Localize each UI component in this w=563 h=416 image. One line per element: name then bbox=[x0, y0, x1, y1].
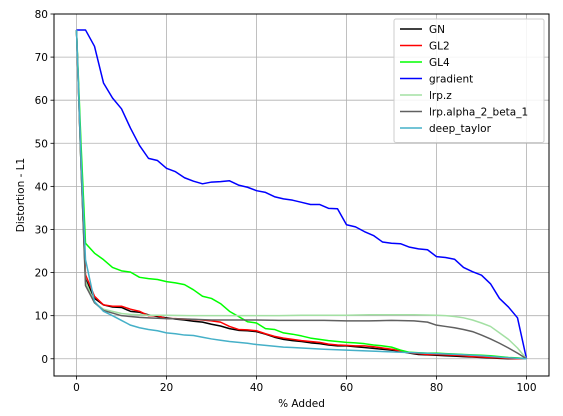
legend-label: GL2 bbox=[429, 41, 450, 53]
x-tick-label: 20 bbox=[160, 382, 173, 394]
legend-label: lrp.alpha_2_beta_1 bbox=[429, 107, 528, 119]
legend-label: GL4 bbox=[429, 57, 450, 69]
x-tick-label: 0 bbox=[73, 382, 80, 394]
y-tick-label: 30 bbox=[35, 224, 48, 236]
plot-frame bbox=[53, 13, 550, 377]
x-tick-label: 40 bbox=[250, 382, 263, 394]
legend-label: GN bbox=[429, 24, 445, 36]
y-tick-label: 70 bbox=[35, 52, 48, 64]
legend-box bbox=[393, 18, 545, 143]
axis-ticks: 0 20 40 60 80 100 0 10 20 30 40 50 60 70 80 bbox=[35, 9, 537, 394]
y-tick-label: 20 bbox=[35, 268, 48, 280]
y-tick-label: 60 bbox=[35, 95, 48, 107]
y-tick-label: 0 bbox=[41, 354, 48, 366]
series-lines bbox=[75, 29, 528, 360]
series-line-gradient bbox=[76, 29, 528, 359]
x-axis-label: % Added bbox=[278, 398, 325, 410]
legend-label: deep_taylor bbox=[429, 123, 492, 135]
x-tick-label: 80 bbox=[430, 382, 443, 394]
y-axis-label: Distortion - L1 bbox=[15, 158, 27, 232]
series-line-deep-taylor bbox=[75, 29, 527, 360]
y-tick-label: 10 bbox=[35, 311, 48, 323]
series-line-gl2 bbox=[75, 29, 527, 360]
x-tick-label: 100 bbox=[516, 382, 536, 394]
series-line-lrp-z bbox=[75, 29, 528, 360]
y-tick-label: 80 bbox=[35, 9, 48, 21]
legend-label: gradient bbox=[429, 74, 473, 86]
y-tick-label: 40 bbox=[35, 181, 48, 193]
legend-label: lrp.z bbox=[429, 90, 452, 102]
legend: GN GL2 GL4 gradient lrp.z lrp.alpha_2_beta_1d… bbox=[393, 18, 545, 143]
y-tick-label: 50 bbox=[35, 138, 48, 150]
x-tick-label: 60 bbox=[340, 382, 353, 394]
series-line-lrp-alpha-2-beta-1 bbox=[75, 29, 527, 360]
